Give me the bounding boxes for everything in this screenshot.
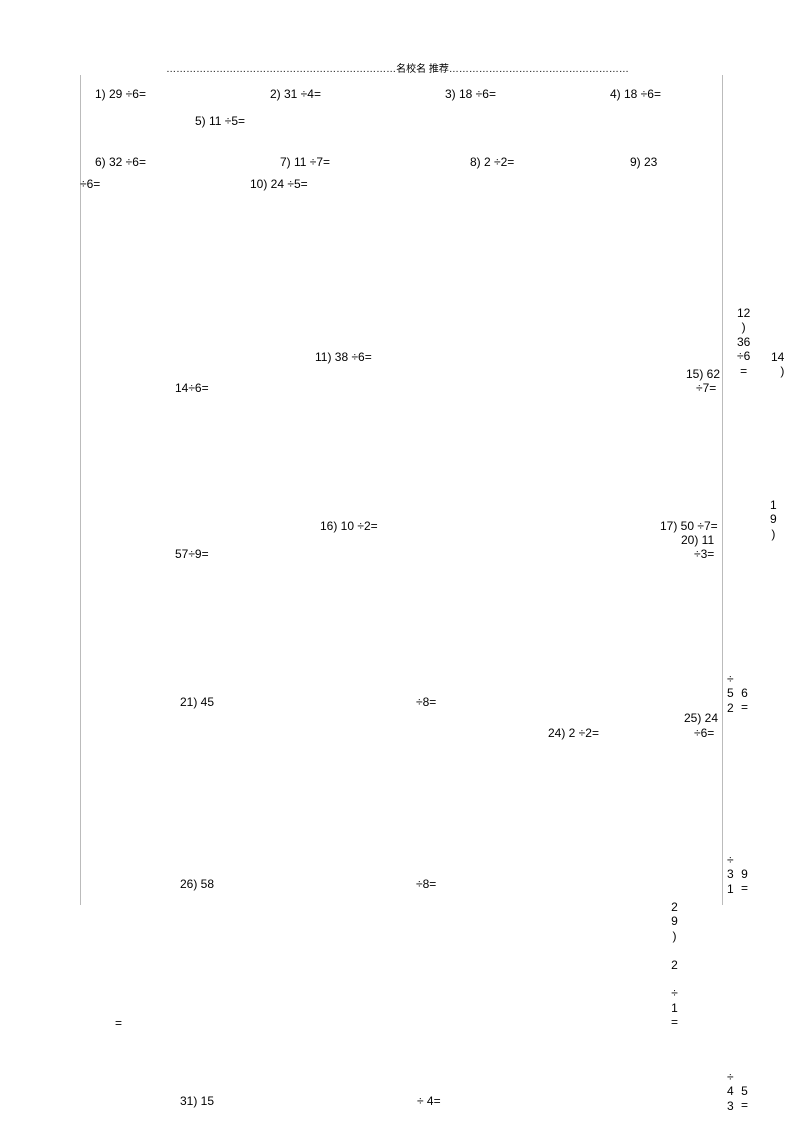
problem-29-stack: 29) 2 ÷1=: [671, 900, 678, 1030]
problem-21a: 21) 45: [180, 695, 214, 709]
problem-9: 9) 23: [630, 155, 657, 169]
problem-16: 16) 10 ÷2=: [320, 519, 378, 533]
problem-26b: ÷8=: [416, 877, 436, 891]
problem-8: 8) 2 ÷2=: [470, 155, 514, 169]
problem-12-stack: 12)36÷6=: [737, 306, 750, 378]
problem-2: 2) 31 ÷4=: [270, 87, 321, 101]
problem-24: 24) 2 ÷2=: [548, 726, 599, 740]
problem-3: 3) 18 ÷6=: [445, 87, 496, 101]
problem-eq: =: [115, 1016, 122, 1030]
problem-32-stack: ÷43: [727, 1070, 734, 1113]
problem-19-stack: 19): [770, 498, 777, 541]
problem-21b: ÷8=: [416, 695, 436, 709]
problem-26a: 26) 58: [180, 877, 214, 891]
problem-23-stack: 6=: [741, 686, 748, 715]
problem-11: 11) 38 ÷6=: [315, 350, 372, 364]
problem-57-div-9: 57÷9=: [175, 547, 209, 561]
problem-7: 7) 11 ÷7=: [280, 155, 330, 169]
problem-4: 4) 18 ÷6=: [610, 87, 661, 101]
page-header: ……………………………………………………………名校名 推荐………………………………: [135, 60, 660, 75]
problem-14-div-6: 14÷6=: [175, 381, 209, 395]
problem-1: 1) 29 ÷6=: [95, 87, 146, 101]
right-border-line: [722, 75, 723, 905]
left-border-line: [80, 75, 81, 905]
problem-15b: ÷7=: [696, 381, 716, 395]
problem-20b: ÷3=: [694, 547, 714, 561]
problem-17: 17) 50 ÷7=: [660, 519, 718, 533]
problem-22-stack: ÷52: [727, 672, 734, 715]
problem-5: 5) 11 ÷5=: [195, 114, 245, 128]
problem-28-stack: 9=: [741, 867, 748, 896]
problem-9b: ÷6=: [80, 177, 100, 191]
problem-25b: ÷6=: [694, 726, 714, 740]
problem-10: 10) 24 ÷5=: [250, 177, 308, 191]
problem-6: 6) 32 ÷6=: [95, 155, 146, 169]
problem-31b: ÷ 4=: [417, 1094, 441, 1108]
problem-20a: 20) 11: [681, 533, 714, 547]
problem-33-stack: 5=: [741, 1084, 748, 1113]
problem-15a: 15) 62: [686, 367, 720, 381]
problem-27-stack: ÷31: [727, 853, 734, 896]
problem-31a: 31) 15: [180, 1094, 214, 1108]
problem-25a: 25) 24: [684, 711, 718, 725]
problem-14-stack: 14): [771, 350, 784, 379]
